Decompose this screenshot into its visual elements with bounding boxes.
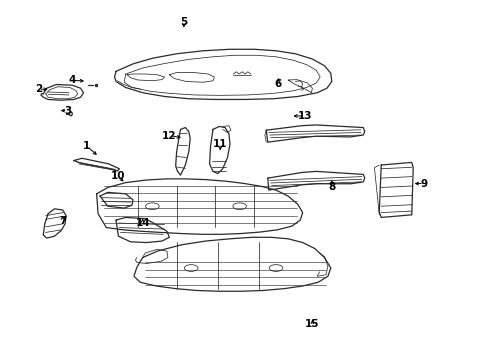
Text: 3: 3 [64,105,71,116]
Text: 13: 13 [297,111,312,121]
Text: 6: 6 [274,79,282,89]
Text: 2: 2 [35,84,42,94]
Text: 7: 7 [59,216,66,226]
Text: 9: 9 [420,179,427,189]
Text: 15: 15 [305,319,319,329]
Text: 4: 4 [68,75,76,85]
Text: 1: 1 [83,141,90,151]
Text: 10: 10 [111,171,125,181]
Text: 12: 12 [162,131,176,140]
Text: 14: 14 [135,219,150,228]
Text: 5: 5 [180,17,187,27]
Text: 11: 11 [213,139,227,149]
Text: 8: 8 [327,182,335,192]
